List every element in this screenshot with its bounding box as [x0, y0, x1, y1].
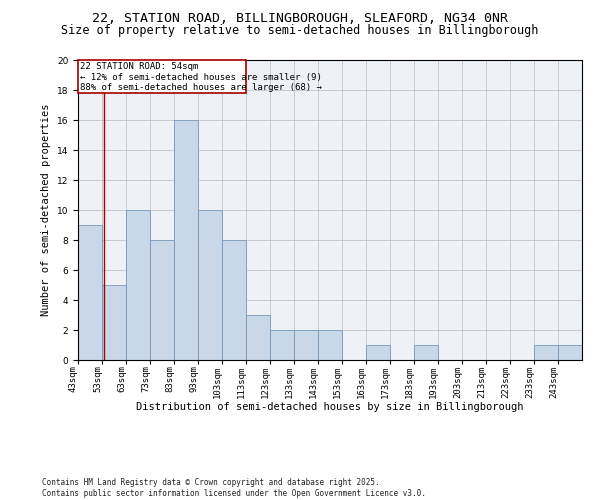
Bar	[78, 225, 102, 360]
Bar	[198, 210, 222, 360]
Text: ← 12% of semi-detached houses are smaller (9): ← 12% of semi-detached houses are smalle…	[80, 72, 322, 82]
Y-axis label: Number of semi-detached properties: Number of semi-detached properties	[41, 104, 51, 316]
Bar	[558, 345, 582, 360]
Bar	[102, 285, 126, 360]
Bar	[270, 330, 294, 360]
Bar	[246, 315, 270, 360]
FancyBboxPatch shape	[78, 60, 246, 93]
Text: Size of property relative to semi-detached houses in Billingborough: Size of property relative to semi-detach…	[61, 24, 539, 37]
Bar	[174, 120, 198, 360]
Bar	[534, 345, 558, 360]
Bar	[366, 345, 390, 360]
X-axis label: Distribution of semi-detached houses by size in Billingborough: Distribution of semi-detached houses by …	[136, 402, 524, 412]
Bar	[126, 210, 150, 360]
Text: 22, STATION ROAD, BILLINGBOROUGH, SLEAFORD, NG34 0NR: 22, STATION ROAD, BILLINGBOROUGH, SLEAFO…	[92, 12, 508, 26]
Bar	[150, 240, 174, 360]
Bar	[414, 345, 438, 360]
Text: 88% of semi-detached houses are larger (68) →: 88% of semi-detached houses are larger (…	[80, 83, 322, 92]
Bar	[222, 240, 246, 360]
Bar	[318, 330, 342, 360]
Bar	[294, 330, 318, 360]
Text: 22 STATION ROAD: 54sqm: 22 STATION ROAD: 54sqm	[80, 62, 199, 71]
Text: Contains HM Land Registry data © Crown copyright and database right 2025.
Contai: Contains HM Land Registry data © Crown c…	[42, 478, 426, 498]
